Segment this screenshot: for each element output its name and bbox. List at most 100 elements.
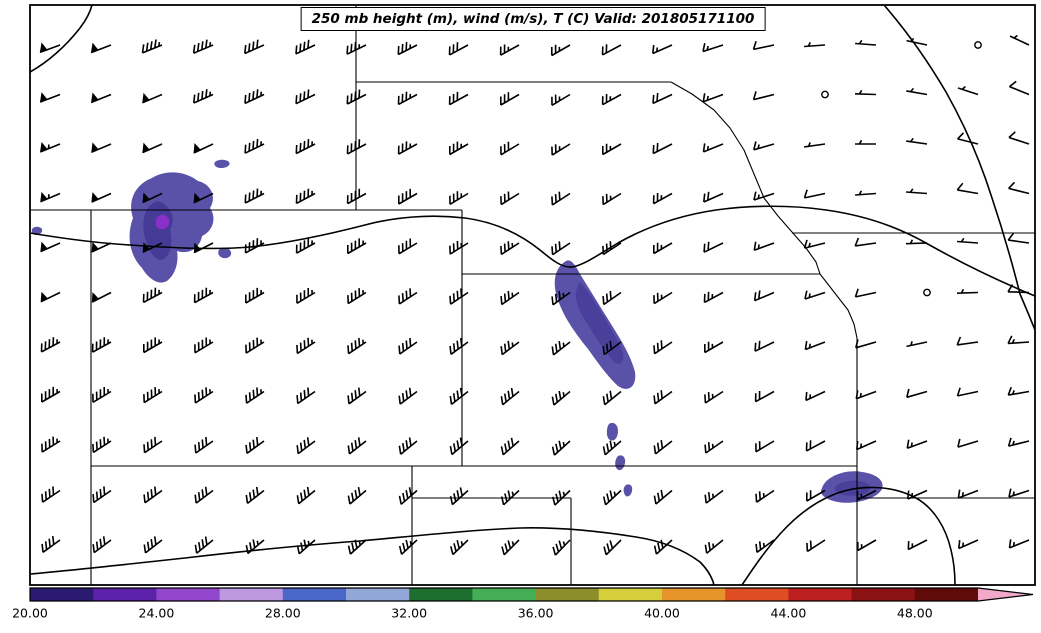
wind-barb [499, 44, 520, 56]
wind-barb [295, 188, 316, 205]
shaded-region [214, 159, 230, 168]
wind-barb [804, 142, 826, 148]
wind-barb [192, 39, 214, 54]
wind-barb [295, 39, 316, 55]
wind-barb [245, 337, 265, 354]
wind-barb [449, 191, 469, 205]
wind-barb [957, 132, 979, 145]
wind-barb-pennant [90, 42, 99, 54]
wind-barb-pennant [142, 192, 150, 204]
wind-barb-pennant [193, 142, 201, 154]
wind-barb [906, 37, 928, 46]
wind-barb-pennant [40, 142, 48, 153]
shaded-region [155, 214, 170, 230]
wind-barb-pennant [91, 92, 99, 104]
wind-barb [702, 43, 724, 53]
wind-barb [501, 539, 520, 556]
wind-barb [500, 290, 520, 306]
wind-barb [653, 291, 673, 305]
colorbar-tick-label: 24.00 [139, 606, 175, 621]
wind-barb [1009, 80, 1030, 96]
wind-barbs [39, 34, 1030, 556]
wind-barb [449, 141, 469, 156]
wind-barb [652, 142, 673, 155]
wind-barb [856, 489, 877, 501]
colorbar-segment [30, 588, 94, 601]
wind-barb-pennant [142, 242, 151, 253]
wind-barb [141, 39, 163, 54]
wind-barb [1008, 488, 1030, 498]
wind-barb [295, 89, 316, 105]
plot-title: 250 mb height (m), wind (m/s), T (C) Val… [300, 7, 766, 31]
wind-barb [449, 338, 469, 355]
wind-barb [397, 91, 418, 106]
wind-barb [1008, 181, 1030, 195]
wind-barb [703, 241, 724, 253]
wind-barb [854, 237, 877, 247]
colorbar-segment [725, 588, 789, 601]
colorbar-segment [282, 588, 347, 601]
wind-barb [753, 290, 775, 302]
wind-barb [500, 191, 520, 206]
wind-barb [805, 390, 826, 402]
colorbar-extend-arrow [978, 588, 1033, 601]
wind-barb [653, 439, 673, 455]
wind-barb [754, 390, 775, 403]
wind-barb-pennant [39, 42, 48, 53]
wind-barb [245, 539, 265, 555]
wind-barb [92, 436, 112, 454]
wind-barb [398, 437, 418, 455]
wind-barb [855, 139, 876, 145]
height-contour-line [741, 486, 956, 585]
wind-barb [907, 489, 928, 500]
colorbar-tick-label: 20.00 [12, 606, 48, 621]
wind-barb [652, 92, 673, 105]
wind-barb [956, 182, 979, 195]
wind-barb [245, 387, 265, 404]
wind-barb [957, 438, 979, 448]
wind-barb [296, 437, 316, 455]
wind-barb [704, 341, 724, 354]
wind-barb [854, 89, 877, 96]
colorbar [29, 587, 1034, 602]
wind-barb [602, 290, 622, 306]
wind-barb [296, 287, 316, 304]
wind-barb [755, 440, 775, 453]
wind-barb-pennant [91, 192, 99, 203]
wind-barb [551, 390, 571, 406]
shaded-region [129, 172, 214, 283]
wind-barb [346, 41, 367, 55]
wind-barb [552, 539, 571, 556]
height-contours [30, 5, 1035, 585]
colorbar-tick-label: 36.00 [518, 606, 554, 621]
wind-barb [906, 137, 928, 145]
wind-barb [907, 539, 928, 551]
wind-barb [906, 341, 928, 348]
wind-barb [602, 440, 622, 456]
wind-barb [704, 489, 724, 504]
wind-barb-pennant [40, 191, 48, 203]
shaded-region [218, 247, 232, 259]
wind-barb [244, 138, 265, 154]
wind-barb [855, 39, 877, 46]
state-border-line [670, 81, 821, 275]
calm-wind-circle [974, 41, 982, 49]
wind-barb [244, 89, 265, 105]
wind-barb [92, 486, 112, 504]
wind-barb [956, 288, 979, 294]
wind-barb [804, 290, 826, 300]
wind-barb [449, 437, 469, 456]
wind-barb [449, 487, 469, 506]
wind-barb [500, 437, 520, 456]
wind-barb [347, 337, 367, 355]
wind-barb [856, 440, 877, 451]
wind-barb [143, 486, 163, 504]
wind-barb [906, 388, 928, 399]
wind-barb [1008, 539, 1030, 549]
wind-barb [143, 436, 163, 454]
wind-barb [551, 291, 571, 306]
wind-barb [703, 191, 724, 203]
wind-barb [448, 42, 469, 56]
wind-barb [244, 39, 265, 55]
